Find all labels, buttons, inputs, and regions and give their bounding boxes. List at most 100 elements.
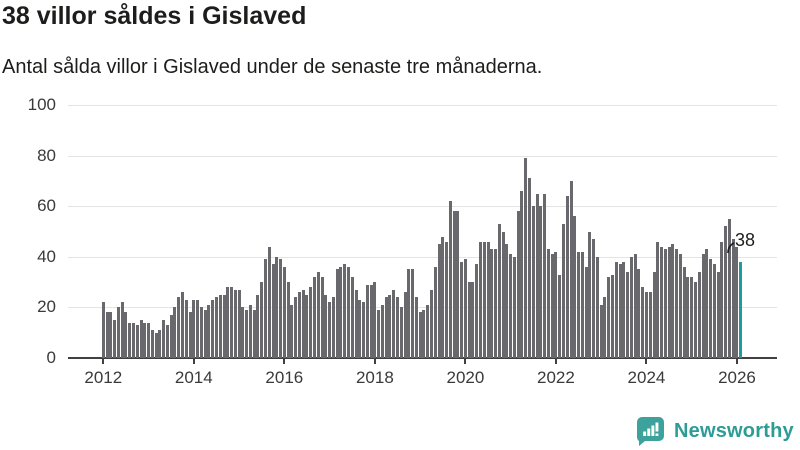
bar xyxy=(120,302,124,358)
bar xyxy=(475,264,479,358)
bar xyxy=(497,223,501,358)
x-axis-tick xyxy=(554,358,557,364)
y-axis-label: 0 xyxy=(46,348,56,367)
bar xyxy=(535,193,539,358)
x-axis-tick xyxy=(464,358,467,364)
bar xyxy=(644,292,648,358)
x-axis-tick xyxy=(373,358,376,364)
y-axis-label: 60 xyxy=(37,196,56,216)
bar xyxy=(233,289,237,358)
bar xyxy=(263,259,267,358)
bar xyxy=(169,314,173,358)
bar xyxy=(595,256,599,358)
bar xyxy=(373,282,377,358)
bar xyxy=(328,302,332,358)
bar xyxy=(192,299,196,358)
bar xyxy=(599,304,603,358)
bar xyxy=(380,304,384,358)
bar xyxy=(460,261,464,358)
bar xyxy=(558,274,562,358)
bar xyxy=(267,246,271,358)
bar xyxy=(297,292,301,358)
bar xyxy=(354,289,358,358)
bar xyxy=(577,251,581,358)
bar xyxy=(199,307,203,358)
bar xyxy=(399,307,403,358)
bar xyxy=(712,264,716,358)
bar xyxy=(286,282,290,358)
bar xyxy=(694,282,697,358)
bar xyxy=(105,312,109,358)
bar xyxy=(682,266,686,358)
chart-title: 38 villor såldes i Gislaved xyxy=(2,2,307,30)
bar xyxy=(471,282,475,358)
bar xyxy=(365,284,369,358)
bar xyxy=(580,251,584,358)
bar xyxy=(222,294,226,358)
bar xyxy=(569,180,573,358)
bar xyxy=(720,241,724,358)
bar xyxy=(652,271,656,358)
bar xyxy=(282,266,286,358)
bar xyxy=(588,231,592,358)
bar xyxy=(512,256,516,358)
bar xyxy=(648,292,652,358)
bar xyxy=(154,332,158,358)
bar xyxy=(305,294,309,358)
bar xyxy=(362,302,366,358)
bar xyxy=(316,271,320,358)
bar xyxy=(256,294,260,358)
bar xyxy=(343,264,347,358)
bar xyxy=(275,256,279,358)
bar xyxy=(396,297,400,358)
bar xyxy=(131,322,135,358)
bar xyxy=(211,299,215,358)
bar xyxy=(271,264,275,358)
bar xyxy=(561,223,565,358)
bar xyxy=(245,309,249,358)
bar xyxy=(486,241,490,358)
x-axis-label: 2020 xyxy=(446,368,485,387)
bar xyxy=(414,297,418,358)
bar xyxy=(433,266,437,358)
bar xyxy=(294,297,298,358)
bar xyxy=(463,259,467,358)
bar xyxy=(331,297,335,358)
bar xyxy=(407,269,411,358)
x-axis-tick xyxy=(645,358,648,364)
bar xyxy=(705,249,709,358)
newsworthy-logo: Newsworthy xyxy=(636,416,794,446)
bar xyxy=(241,307,245,358)
bar xyxy=(226,287,230,358)
bar xyxy=(686,277,690,358)
x-axis-label: 2014 xyxy=(174,368,213,387)
bar xyxy=(252,309,256,358)
bar xyxy=(309,287,313,358)
y-axis-label: 100 xyxy=(27,95,56,114)
bar xyxy=(377,309,381,358)
x-axis-tick xyxy=(283,358,286,364)
bar xyxy=(701,254,705,358)
bar xyxy=(426,304,430,358)
bar xyxy=(543,193,547,358)
bar xyxy=(448,201,452,358)
bar xyxy=(162,320,166,358)
bar xyxy=(727,218,731,358)
bar xyxy=(384,297,388,358)
x-axis-label: 2026 xyxy=(718,368,756,387)
bar xyxy=(573,216,577,358)
bar xyxy=(237,289,241,358)
bar xyxy=(656,241,660,358)
bar xyxy=(509,254,513,358)
bar xyxy=(592,239,596,358)
bar xyxy=(437,244,441,358)
bar xyxy=(290,304,294,358)
gridline xyxy=(68,105,777,106)
bar xyxy=(629,256,633,358)
bar xyxy=(494,249,498,358)
bar xyxy=(603,297,607,358)
bar xyxy=(709,259,713,358)
bar xyxy=(528,178,532,358)
